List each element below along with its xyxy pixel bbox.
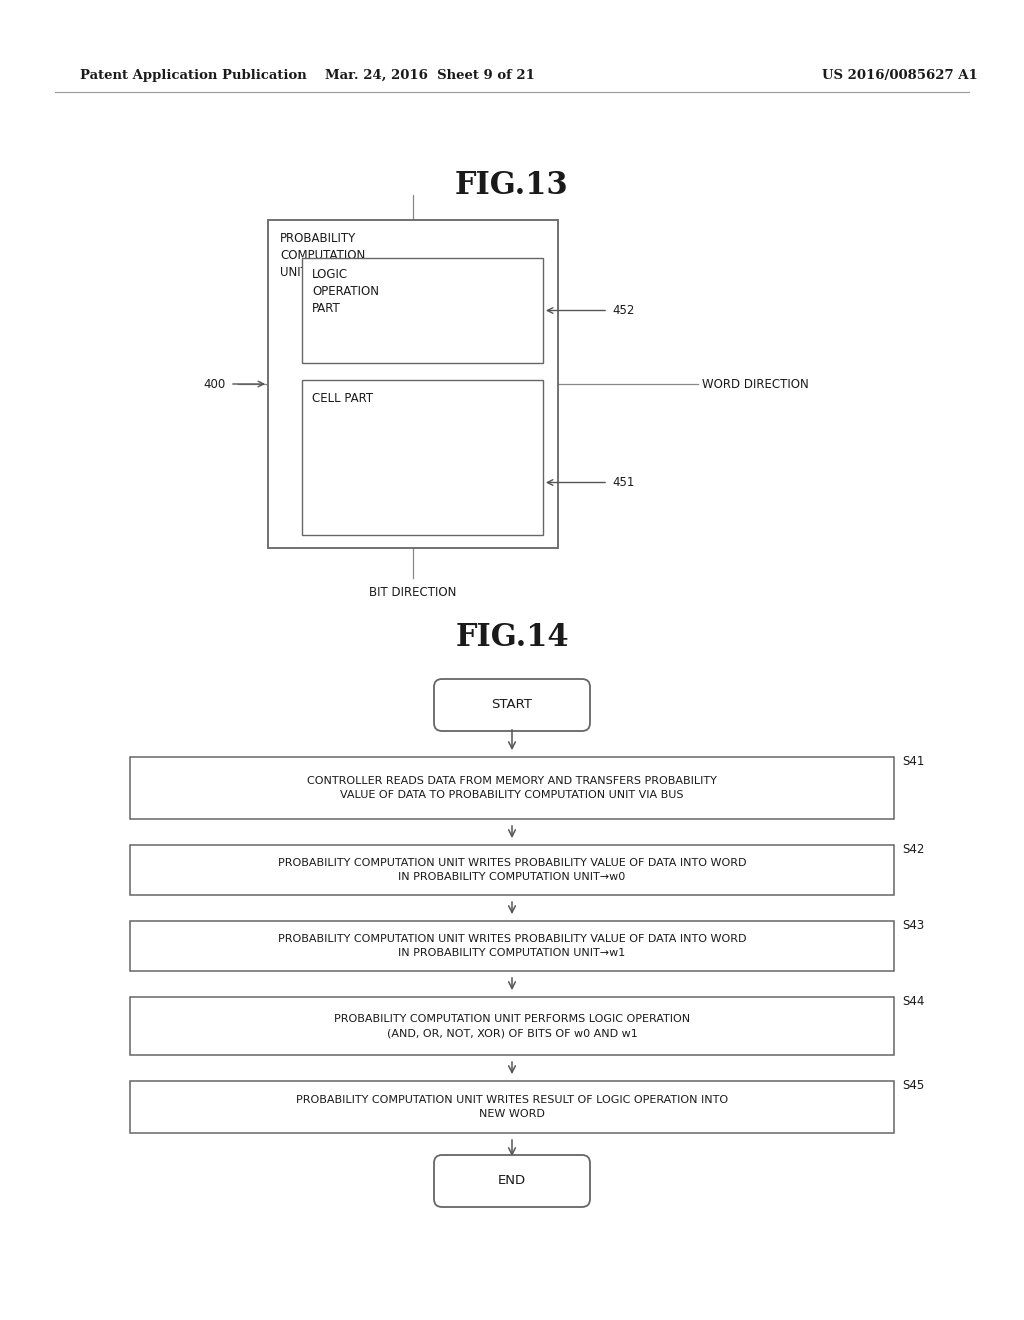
Text: PROBABILITY COMPUTATION UNIT PERFORMS LOGIC OPERATION
(AND, OR, NOT, XOR) OF BIT: PROBABILITY COMPUTATION UNIT PERFORMS LO… — [334, 1014, 690, 1038]
Bar — [130, 921, 894, 972]
Text: PROBABILITY COMPUTATION UNIT WRITES PROBABILITY VALUE OF DATA INTO WORD
IN PROBA: PROBABILITY COMPUTATION UNIT WRITES PROB… — [278, 935, 746, 958]
Text: Patent Application Publication: Patent Application Publication — [80, 69, 307, 82]
Text: CELL PART: CELL PART — [312, 392, 373, 405]
Bar — [268, 220, 558, 548]
Text: FIG.14: FIG.14 — [456, 623, 568, 653]
Text: PROBABILITY COMPUTATION UNIT WRITES RESULT OF LOGIC OPERATION INTO
NEW WORD: PROBABILITY COMPUTATION UNIT WRITES RESU… — [296, 1096, 728, 1119]
Text: WORD DIRECTION: WORD DIRECTION — [702, 378, 809, 391]
Text: S45: S45 — [902, 1078, 925, 1092]
Text: START: START — [492, 698, 532, 711]
Text: CONTROLLER READS DATA FROM MEMORY AND TRANSFERS PROBABILITY
VALUE OF DATA TO PRO: CONTROLLER READS DATA FROM MEMORY AND TR… — [307, 776, 717, 800]
Bar — [302, 257, 543, 363]
Text: BIT DIRECTION: BIT DIRECTION — [370, 586, 457, 599]
Bar — [130, 1081, 894, 1133]
Text: END: END — [498, 1175, 526, 1188]
FancyBboxPatch shape — [434, 1155, 590, 1206]
Bar — [130, 997, 894, 1055]
Text: S42: S42 — [902, 843, 925, 855]
Bar — [130, 845, 894, 895]
Text: PROBABILITY COMPUTATION UNIT WRITES PROBABILITY VALUE OF DATA INTO WORD
IN PROBA: PROBABILITY COMPUTATION UNIT WRITES PROB… — [278, 858, 746, 882]
Text: US 2016/0085627 A1: US 2016/0085627 A1 — [822, 69, 978, 82]
Text: FIG.13: FIG.13 — [455, 169, 569, 201]
Text: PROBABILITY
COMPUTATION
UNIT: PROBABILITY COMPUTATION UNIT — [280, 232, 366, 279]
Text: LOGIC
OPERATION
PART: LOGIC OPERATION PART — [312, 268, 379, 315]
Text: S43: S43 — [902, 919, 925, 932]
Text: S41: S41 — [902, 755, 925, 768]
Text: 451: 451 — [612, 477, 635, 488]
Text: 400: 400 — [204, 378, 226, 391]
Text: 452: 452 — [612, 304, 635, 317]
Bar — [302, 380, 543, 535]
Text: Mar. 24, 2016  Sheet 9 of 21: Mar. 24, 2016 Sheet 9 of 21 — [325, 69, 535, 82]
Text: S44: S44 — [902, 995, 925, 1008]
Bar — [130, 756, 894, 818]
FancyBboxPatch shape — [434, 678, 590, 731]
